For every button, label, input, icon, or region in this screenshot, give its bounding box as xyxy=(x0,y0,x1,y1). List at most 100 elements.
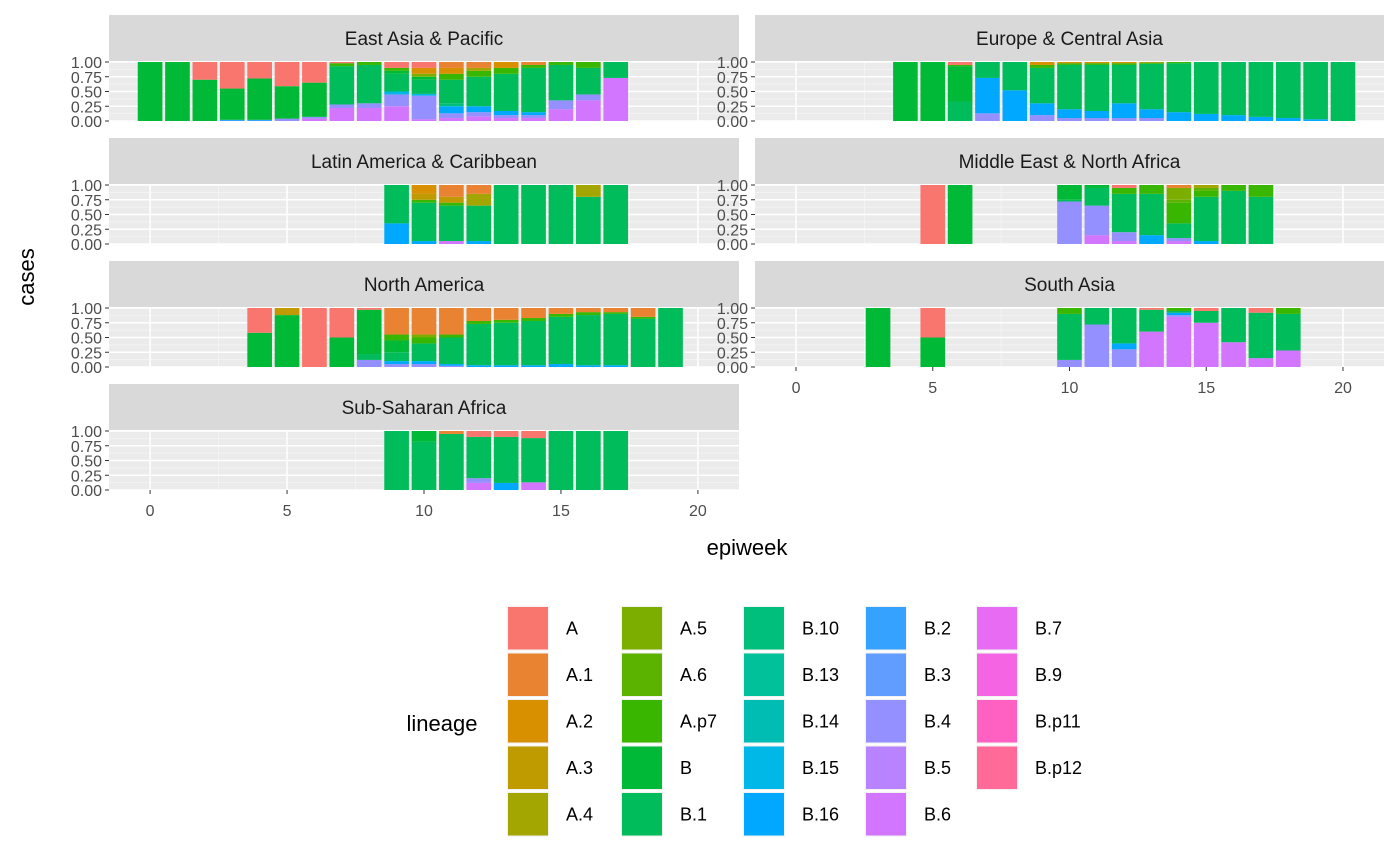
bar-segment-A.1 xyxy=(576,308,601,313)
bar-segment-A.p7 xyxy=(439,73,464,80)
bar-segment-B.16 xyxy=(1111,343,1137,350)
bar-stack-week-13 xyxy=(493,62,519,121)
bar-segment-B.16 xyxy=(1057,109,1082,119)
facet-title: Sub-Saharan Africa xyxy=(342,398,507,419)
bar-stack-week-10 xyxy=(1057,185,1082,244)
bar-segment-A.4 xyxy=(1193,185,1219,188)
bar-stack-week-13 xyxy=(1139,308,1164,367)
bar-stack-week-5 xyxy=(920,185,946,244)
bar-segment-B.1 xyxy=(1111,308,1137,344)
bar-segment-A.6 xyxy=(1193,187,1219,191)
bar-stack-week-7 xyxy=(975,62,1000,121)
bar-segment-A xyxy=(521,431,546,439)
bar-segment-A xyxy=(247,308,272,333)
bar-segment-A.p7 xyxy=(1139,62,1164,64)
bar-segment-B.4 xyxy=(1084,118,1110,121)
y-tick-label: 0.50 xyxy=(71,208,102,225)
bar-stack-week-11 xyxy=(439,185,464,244)
bar-segment-B.1 xyxy=(466,205,492,242)
facet-5: South Asia 0.000.250.500.751.00 0 5 10 15 20 xyxy=(717,261,1384,397)
bar-segment-B.2 xyxy=(247,119,272,121)
bar-segment-B.4 xyxy=(493,115,519,119)
legend-label: B.3 xyxy=(924,665,951,685)
legend-swatch xyxy=(508,607,548,650)
legend-label: B.14 xyxy=(802,711,839,731)
bar-segment-B xyxy=(192,79,218,121)
facet-1: Europe & Central Asia 0.000.250.500.751.0… xyxy=(717,15,1384,131)
bar-stack-week-16 xyxy=(576,308,601,367)
y-tick-label: 0.50 xyxy=(71,454,102,471)
bar-segment-B.1 xyxy=(439,337,464,365)
bar-stack-week-17 xyxy=(1248,308,1274,367)
bar-stack-week-12 xyxy=(466,308,492,367)
bar-segment-B.1 xyxy=(384,431,409,490)
bar-segment-B.1 xyxy=(493,436,519,483)
bar-segment-A.p7 xyxy=(603,312,629,314)
bar-stack-week-12 xyxy=(466,431,492,490)
bar-stack-week-11 xyxy=(1084,185,1110,244)
bar-segment-A xyxy=(302,62,327,83)
bar-segment-A.p7 xyxy=(1111,187,1137,194)
bar-segment-B xyxy=(247,78,272,120)
bar-segment-B.1 xyxy=(576,315,601,366)
bar-stack-week-17 xyxy=(603,431,629,490)
bar-segment-B.16 xyxy=(1303,119,1328,121)
bar-stack-week-10 xyxy=(411,308,437,367)
bar-stack-week-10 xyxy=(411,431,437,490)
bar-segment-B.16 xyxy=(1221,115,1246,121)
legend-item-A.3: A.3 xyxy=(505,743,593,792)
bar-segment-B.4 xyxy=(576,94,601,101)
bar-stack-week-9 xyxy=(384,431,409,490)
legend-swatch xyxy=(977,746,1017,789)
bar-segment-B xyxy=(219,88,245,120)
bar-segment-B.6 xyxy=(1193,322,1219,367)
bar-segment-B.4 xyxy=(466,112,492,117)
x-tick-label: 20 xyxy=(1334,380,1352,397)
bar-segment-B.4 xyxy=(439,113,464,119)
x-tick-label: 5 xyxy=(283,503,292,520)
bar-segment-A.p7 xyxy=(1221,185,1246,191)
bar-segment-B.1 xyxy=(521,185,546,244)
bar-stack-week-14 xyxy=(1166,308,1192,367)
bar-segment-B.1 xyxy=(1303,62,1328,120)
bar-segment-B.4 xyxy=(356,359,382,367)
bar-stack-week-9 xyxy=(384,308,409,367)
bar-stack-week-14 xyxy=(521,185,546,244)
bar-segment-A.1 xyxy=(411,308,437,335)
bar-segment-A.p7 xyxy=(1248,185,1274,197)
bar-segment-B.1 xyxy=(1248,196,1274,244)
y-tick-label: 0.50 xyxy=(717,85,748,102)
bar-segment-B.16 xyxy=(1248,116,1274,121)
bar-stack-week-15 xyxy=(1193,308,1219,367)
legend-swatch xyxy=(744,653,784,696)
bar-segment-B.6 xyxy=(1084,235,1110,244)
bar-segment-B.4 xyxy=(384,364,409,367)
bar-segment-A.p7 xyxy=(576,312,601,316)
bar-segment-B.1 xyxy=(576,431,601,490)
legend-swatch xyxy=(744,607,784,650)
bar-segment-A.p7 xyxy=(1166,62,1192,64)
y-tick-label: 0.00 xyxy=(717,360,748,377)
bar-segment-B xyxy=(302,82,327,117)
bar-segment-B.6 xyxy=(576,100,601,121)
bar-stack-week-4 xyxy=(247,62,272,121)
bar-segment-B.16 xyxy=(493,482,519,490)
legend-item-A: A xyxy=(505,604,578,653)
bar-segment-B.1 xyxy=(1084,308,1110,325)
bar-segment-B xyxy=(947,185,973,244)
bar-stack-week-10 xyxy=(411,185,437,244)
bar-segment-B.1 xyxy=(439,79,464,104)
bar-segment-B.15 xyxy=(384,91,409,95)
bar-segment-A.p7 xyxy=(466,320,492,324)
y-tick-label: 0.50 xyxy=(71,331,102,348)
bar-segment-A.p7 xyxy=(521,64,546,68)
legend-swatch xyxy=(508,793,548,836)
bar-segment-A xyxy=(384,62,409,68)
bar-segment-B.6 xyxy=(1275,350,1301,367)
legend-item-B.13: B.13 xyxy=(741,650,839,699)
bar-segment-B.6 xyxy=(1166,241,1192,244)
bar-segment-B.1 xyxy=(466,76,492,107)
bar-segment-B.1 xyxy=(1002,62,1028,91)
bar-stack-week-11 xyxy=(1084,308,1110,367)
bar-stack-week-16 xyxy=(1221,308,1246,367)
